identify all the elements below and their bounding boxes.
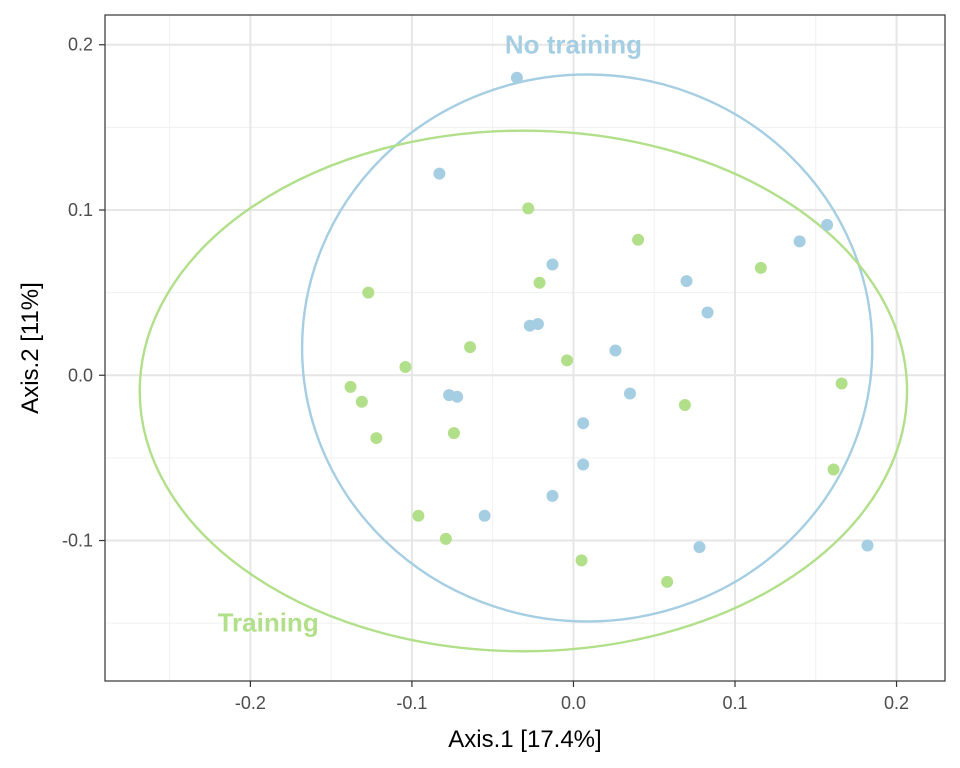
confidence-ellipses xyxy=(138,73,909,653)
point-training xyxy=(754,261,767,274)
y-axis-ticks: -0.1 0.0 0.1 0.2 xyxy=(62,35,105,551)
x-axis-ticks: -0.2 -0.1 0.0 0.1 0.2 xyxy=(235,681,909,713)
group-label-no-training: No training xyxy=(505,29,642,59)
point-no-training xyxy=(701,306,714,319)
point-no-training xyxy=(793,235,806,248)
point-no-training xyxy=(451,390,464,403)
point-training xyxy=(447,427,460,440)
y-tick-label: 0.0 xyxy=(68,365,93,385)
point-training xyxy=(678,399,691,412)
point-training xyxy=(370,432,383,445)
point-training xyxy=(835,377,848,390)
x-tick-label: 0.0 xyxy=(561,693,586,713)
point-no-training xyxy=(531,318,544,331)
y-tick-label: -0.1 xyxy=(62,531,93,551)
point-training xyxy=(439,532,452,545)
point-training xyxy=(464,341,477,354)
ellipse-no-training xyxy=(300,73,874,623)
point-training xyxy=(399,361,412,374)
point-training xyxy=(355,395,368,408)
point-training xyxy=(522,202,535,215)
x-tick-label: -0.1 xyxy=(396,693,427,713)
point-no-training xyxy=(478,509,491,522)
y-tick-label: 0.2 xyxy=(68,35,93,55)
ellipse-training xyxy=(138,129,909,653)
point-training xyxy=(632,233,645,246)
point-no-training xyxy=(624,387,636,400)
plot-panel-border xyxy=(104,14,946,682)
point-no-training xyxy=(577,458,590,471)
point-no-training xyxy=(861,539,874,552)
point-no-training xyxy=(609,344,622,357)
point-no-training xyxy=(693,541,706,554)
point-no-training xyxy=(821,218,834,231)
y-axis-title: Axis.2 [11%] xyxy=(17,282,44,414)
point-no-training xyxy=(510,71,523,84)
group-label-training: Training xyxy=(218,608,319,638)
point-no-training xyxy=(546,258,559,271)
x-tick-label: 0.1 xyxy=(722,693,747,713)
x-axis-title: Axis.1 [17.4%] xyxy=(448,726,601,753)
point-no-training xyxy=(577,417,590,430)
point-training xyxy=(575,554,588,567)
point-training xyxy=(344,380,357,393)
point-training xyxy=(412,509,425,522)
group-annotations: No training Training xyxy=(218,29,642,637)
x-tick-label: -0.2 xyxy=(235,693,266,713)
point-no-training xyxy=(680,275,693,288)
x-tick-label: 0.2 xyxy=(884,693,909,713)
point-training xyxy=(362,286,375,299)
y-tick-label: 0.1 xyxy=(68,200,93,220)
point-training xyxy=(561,354,573,367)
data-points xyxy=(344,71,874,588)
point-training xyxy=(533,276,546,289)
point-no-training xyxy=(433,167,446,180)
major-gridlines xyxy=(105,15,945,681)
minor-gridlines xyxy=(105,15,945,681)
point-no-training xyxy=(546,489,559,502)
point-training xyxy=(661,575,674,588)
point-training xyxy=(827,463,840,476)
